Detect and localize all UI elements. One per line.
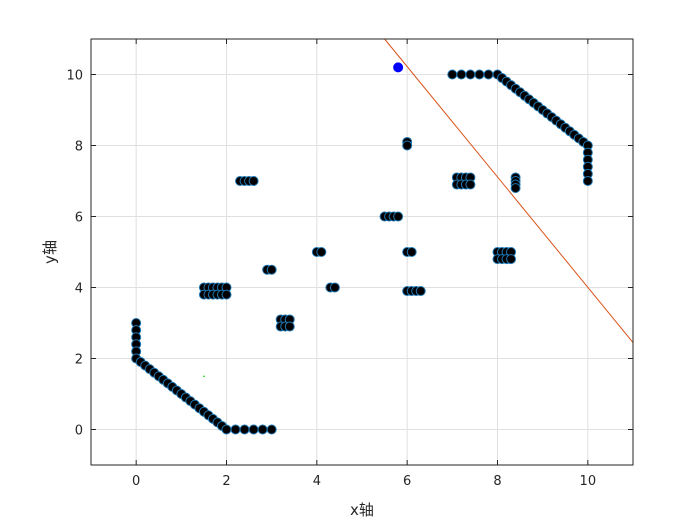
data-point: [221, 424, 232, 435]
x-tick-label: 8: [493, 474, 501, 489]
data-points: [131, 69, 593, 435]
y-tick-label: 6: [75, 211, 83, 226]
highlight-point: [393, 62, 404, 73]
x-tick-label: 10: [580, 474, 597, 489]
y-tick-label: 2: [75, 353, 83, 368]
y-tick-label: 8: [75, 140, 83, 155]
x-tick-label: 4: [313, 474, 321, 489]
data-point: [393, 211, 404, 222]
data-point: [447, 69, 458, 80]
data-point: [456, 69, 467, 80]
fit-line: [384, 38, 634, 343]
fit-line-layer: [384, 38, 634, 343]
x-tick-label: 0: [132, 474, 140, 489]
data-point: [248, 176, 259, 186]
x-tick-label: 6: [403, 474, 411, 489]
x-axis-label: x轴: [350, 501, 374, 519]
data-point: [474, 69, 485, 80]
y-axis-label: y轴: [41, 240, 59, 264]
data-point: [248, 424, 259, 435]
data-point: [406, 247, 417, 257]
data-point: [465, 69, 476, 80]
data-point: [483, 69, 494, 80]
data-point: [415, 286, 426, 297]
minor-point: [203, 375, 205, 378]
highlight-layer: [203, 62, 404, 378]
plot-frame: [90, 38, 634, 466]
axis-ticks: 0 2 4 6 8 10 0 2 4 6 8 10: [66, 39, 633, 489]
data-point: [510, 183, 521, 194]
data-point: [266, 424, 277, 435]
plot-area: [91, 39, 633, 465]
y-tick-label: 4: [75, 282, 83, 297]
data-point: [284, 321, 295, 332]
data-point: [316, 247, 327, 257]
data-point: [465, 179, 476, 190]
y-tick-label: 0: [75, 424, 83, 439]
data-point: [221, 289, 232, 300]
data-point: [506, 254, 517, 265]
data-point: [266, 264, 277, 275]
x-tick-label: 2: [222, 474, 230, 489]
data-point: [329, 282, 340, 293]
data-point: [257, 424, 268, 435]
data-point: [402, 140, 413, 151]
data-point: [582, 176, 593, 186]
data-point: [230, 424, 241, 435]
y-tick-label: 10: [66, 69, 83, 84]
data-point: [239, 424, 250, 435]
